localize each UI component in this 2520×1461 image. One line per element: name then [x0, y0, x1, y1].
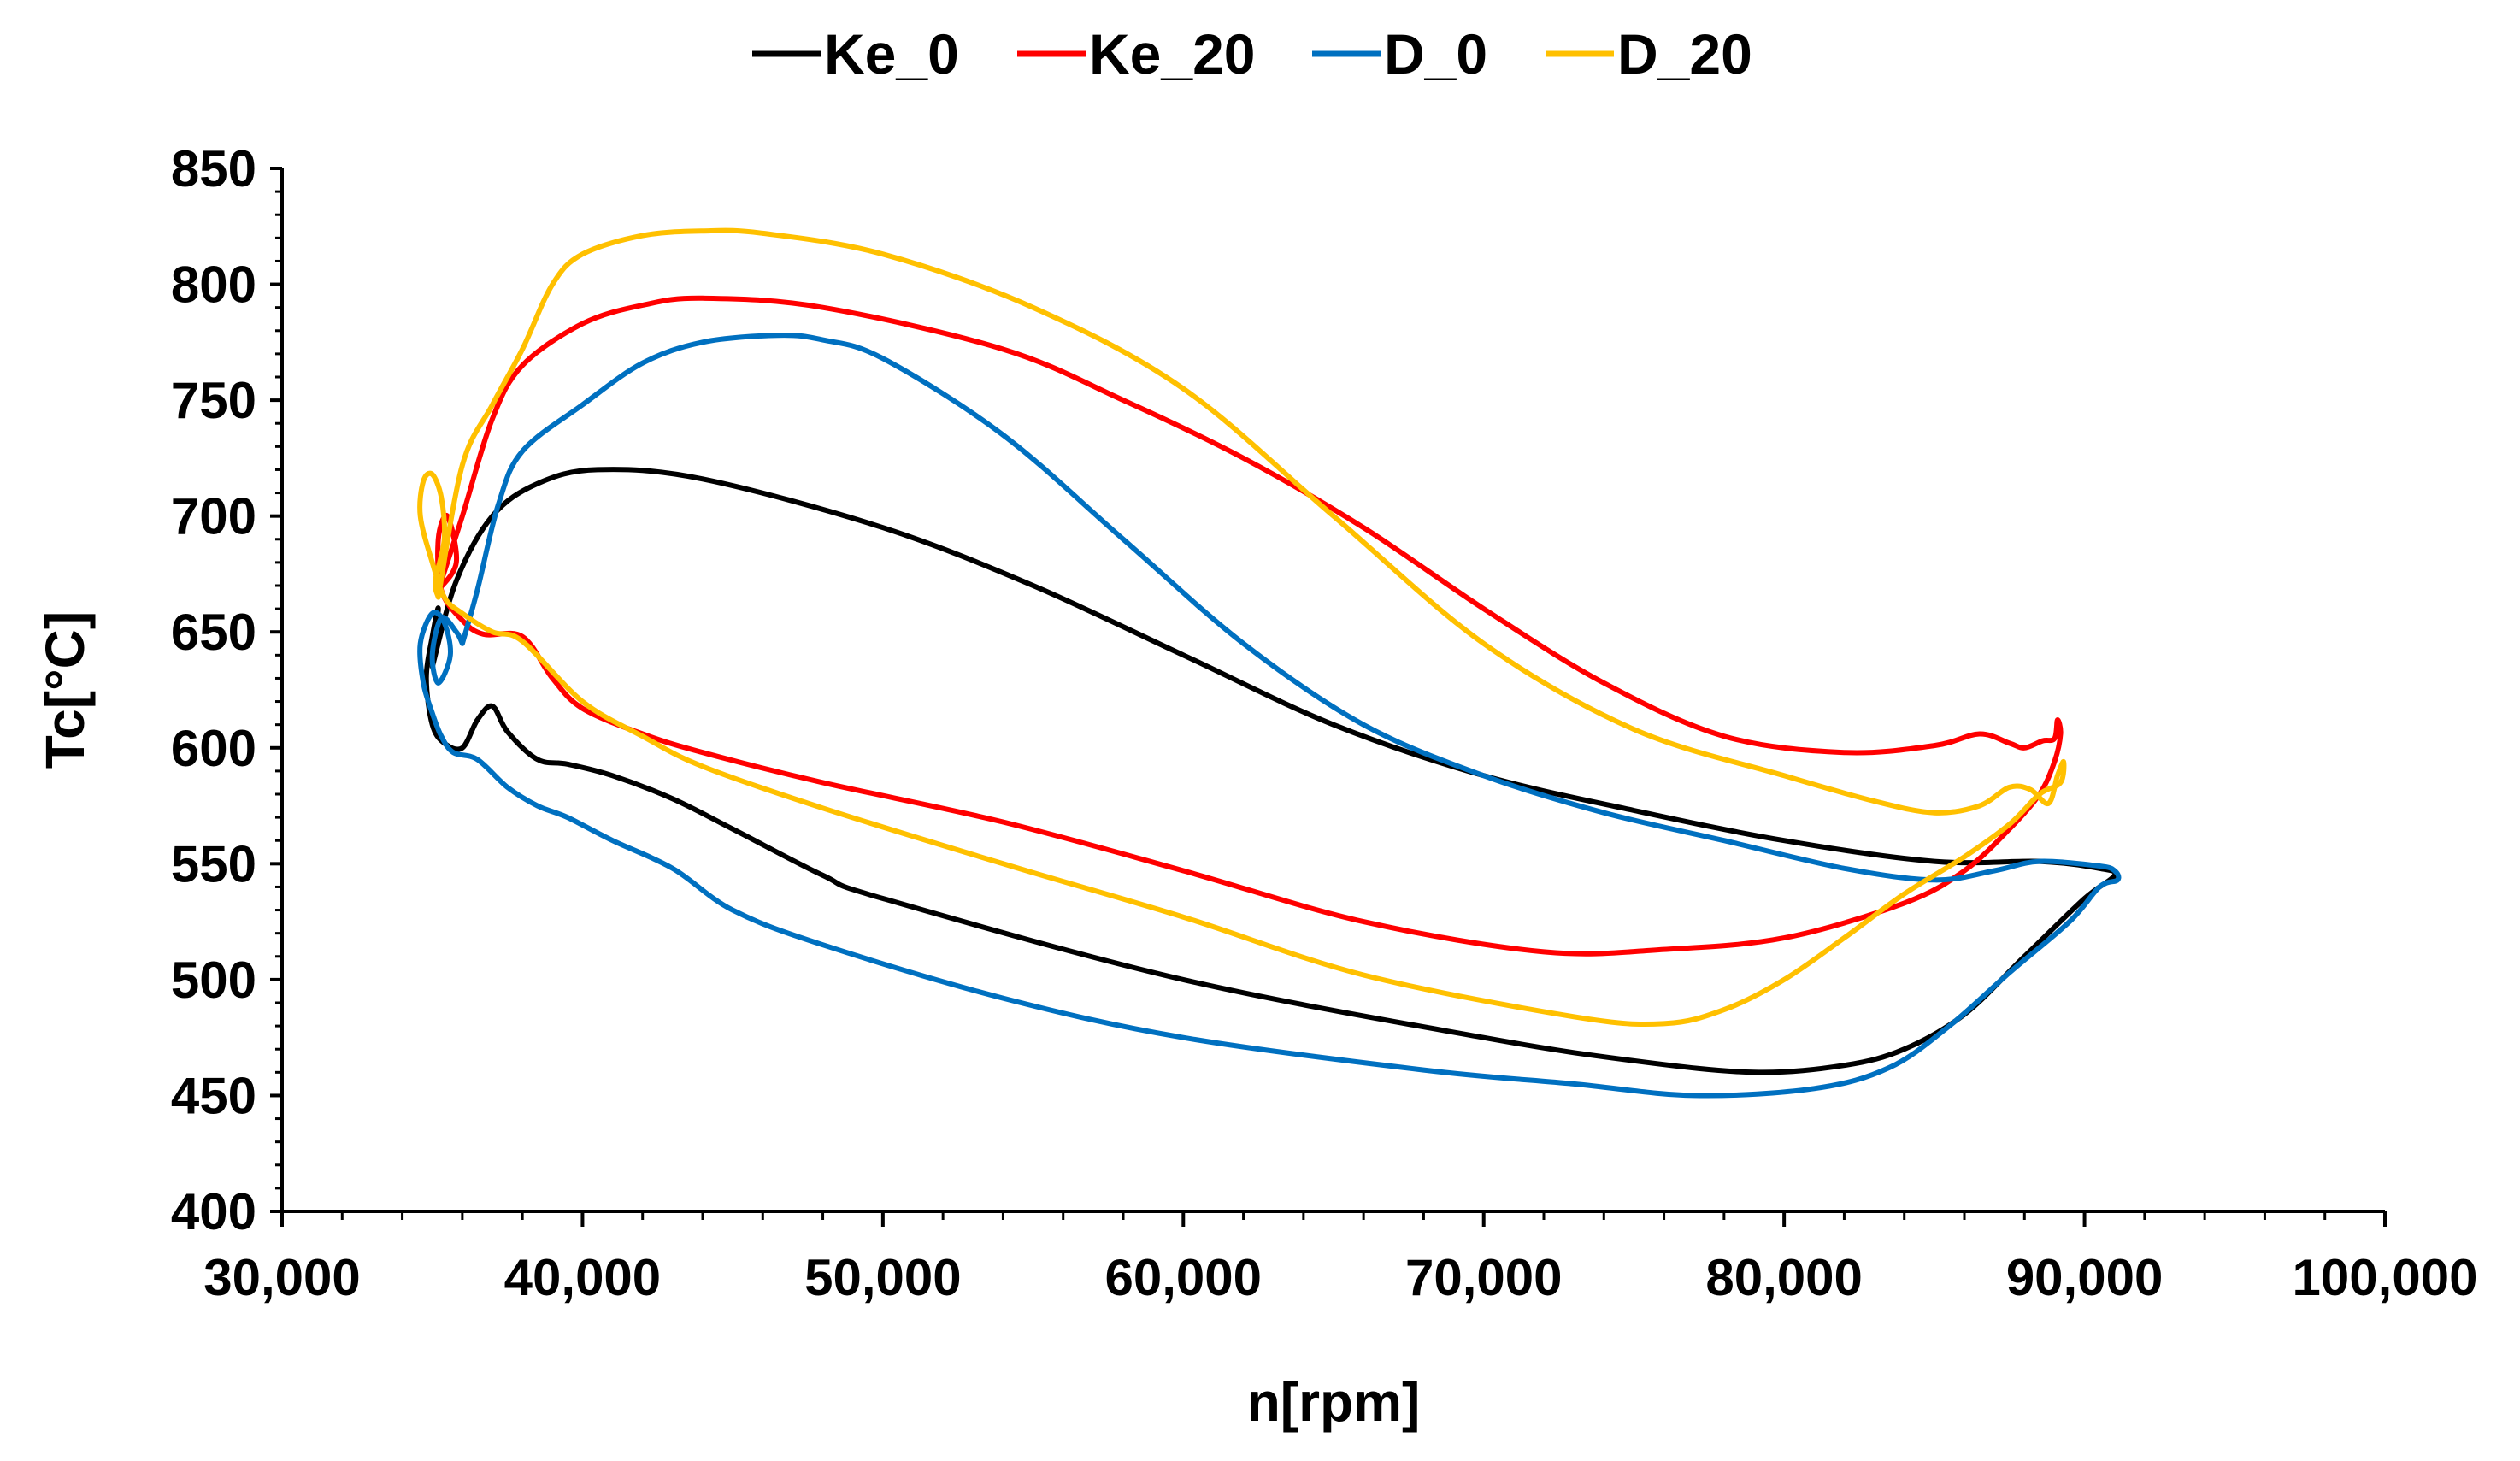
y-tick-label: 700 [171, 488, 256, 545]
y-axis-ticks: 400 450 500 550 600 650 700 750 800 850 [171, 140, 282, 1240]
legend-label-ke-0: Ke_0 [824, 22, 959, 85]
series-line-d-20 [417, 227, 2067, 1028]
legend-label-ke-20: Ke_20 [1089, 22, 1256, 85]
y-tick-label: 600 [171, 720, 256, 777]
legend-label-d-0: D_0 [1384, 22, 1487, 85]
x-tick-label: 90,000 [2006, 1249, 2164, 1306]
series-line-d-0 [417, 333, 2122, 1099]
series-layer [417, 227, 2122, 1099]
x-tick-label: 100,000 [2293, 1249, 2478, 1306]
x-tick-label: 50,000 [804, 1249, 962, 1306]
legend-label-d-20: D_20 [1617, 22, 1752, 85]
series-line-ke-0 [423, 467, 2118, 1075]
x-tick-label: 60,000 [1105, 1249, 1263, 1306]
y-tick-label: 500 [171, 951, 256, 1009]
x-tick-label: 70,000 [1405, 1249, 1563, 1306]
y-tick-label: 750 [171, 372, 256, 429]
x-axis-title: n[rpm] [1247, 1371, 1421, 1433]
series-line-ke-20 [435, 295, 2064, 957]
legend: Ke_0 Ke_20 D_0 D_20 [752, 22, 1752, 85]
x-axis-ticks: 30,000 40,000 50,000 60,000 70,000 80,000 90,0… [203, 1211, 2477, 1306]
y-tick-label: 550 [171, 835, 256, 893]
y-tick-label: 800 [171, 256, 256, 314]
y-axis-title: Tc[°C] [34, 611, 96, 769]
y-tick-label: 400 [171, 1183, 256, 1240]
y-tick-label: 850 [171, 140, 256, 197]
x-tick-label: 80,000 [1705, 1249, 1863, 1306]
y-tick-label: 650 [171, 604, 256, 661]
x-tick-label: 30,000 [203, 1249, 361, 1306]
y-tick-label: 450 [171, 1067, 256, 1124]
x-tick-label: 40,000 [504, 1249, 662, 1306]
axes: 400 450 500 550 600 650 700 750 800 850 30,000 40,… [171, 140, 2478, 1306]
